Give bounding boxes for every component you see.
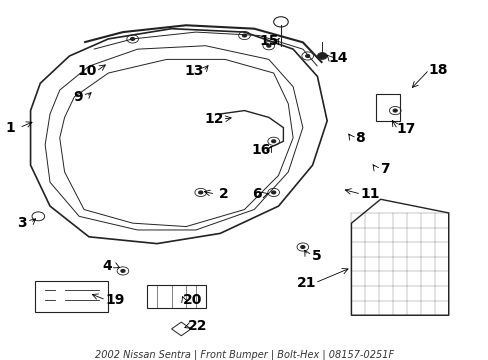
Circle shape: [199, 191, 202, 194]
Text: 21: 21: [296, 276, 315, 290]
Text: 17: 17: [396, 122, 415, 136]
Text: 10: 10: [78, 64, 97, 78]
Text: 4: 4: [102, 259, 112, 273]
Circle shape: [392, 109, 396, 112]
Text: 3: 3: [17, 216, 26, 230]
Text: 18: 18: [427, 63, 447, 77]
Text: 2: 2: [219, 187, 228, 201]
Circle shape: [121, 270, 124, 272]
Circle shape: [271, 140, 275, 143]
Text: 1: 1: [6, 121, 16, 135]
Circle shape: [130, 37, 134, 40]
Text: 11: 11: [360, 187, 379, 201]
Circle shape: [266, 44, 270, 47]
Circle shape: [305, 55, 309, 57]
Text: 7: 7: [379, 162, 388, 176]
Text: 9: 9: [73, 90, 82, 104]
Text: 13: 13: [184, 64, 203, 78]
Circle shape: [271, 191, 275, 194]
Text: 8: 8: [355, 131, 365, 145]
Text: 6: 6: [251, 187, 261, 201]
Text: 14: 14: [328, 51, 347, 65]
Text: 20: 20: [183, 293, 202, 307]
Text: 2002 Nissan Sentra | Front Bumper | Bolt-Hex | 08157-0251F: 2002 Nissan Sentra | Front Bumper | Bolt…: [95, 350, 393, 360]
Text: 16: 16: [251, 143, 270, 157]
Text: 12: 12: [203, 112, 223, 126]
Text: 19: 19: [105, 293, 124, 307]
Text: 5: 5: [311, 248, 321, 262]
Text: 15: 15: [259, 33, 278, 48]
Circle shape: [300, 246, 304, 248]
Circle shape: [317, 53, 326, 59]
Text: 22: 22: [187, 319, 206, 333]
Circle shape: [242, 34, 246, 37]
